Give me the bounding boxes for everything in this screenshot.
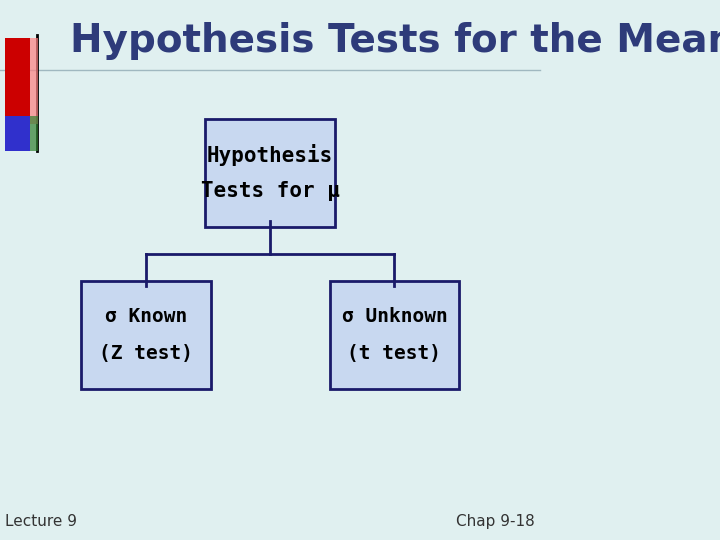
FancyBboxPatch shape [330,281,459,389]
Bar [14,38,38,124]
FancyBboxPatch shape [205,119,335,227]
FancyBboxPatch shape [81,281,211,389]
Bar [6,116,30,151]
Text: (Z test): (Z test) [99,343,193,362]
Text: (t test): (t test) [348,343,441,362]
Text: σ Unknown: σ Unknown [341,307,447,326]
Text: Chap 9-18: Chap 9-18 [456,514,535,529]
Bar [6,38,30,124]
Text: Tests for μ: Tests for μ [201,181,340,201]
Text: Lecture 9: Lecture 9 [6,514,78,529]
Bar [14,116,38,151]
Text: Hypothesis Tests for the Mean: Hypothesis Tests for the Mean [71,22,720,59]
Text: Hypothesis: Hypothesis [207,144,333,166]
Text: σ Known: σ Known [105,307,187,326]
